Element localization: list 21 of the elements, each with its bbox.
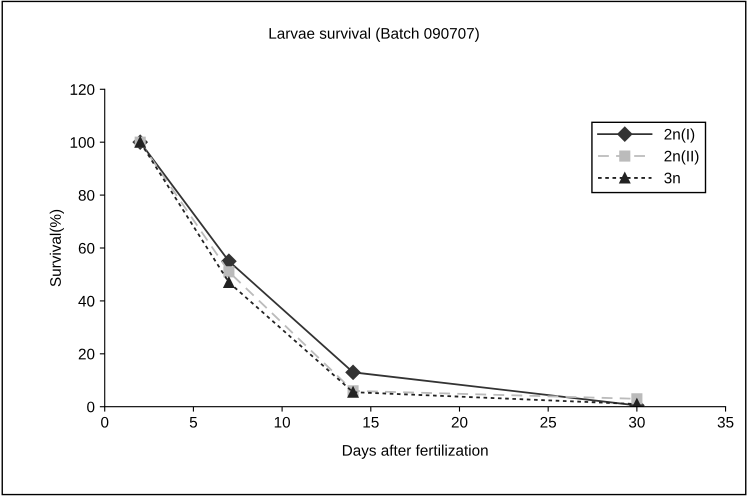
- x-tick-label: 30: [628, 416, 645, 428]
- y-tick-label: 80: [78, 190, 94, 201]
- x-tick-label: 35: [718, 416, 734, 428]
- x-tick-label: 5: [190, 417, 198, 428]
- y-tick-label: 120: [70, 84, 94, 95]
- x-axis-title: Days after fertilization: [342, 444, 488, 459]
- legend-label: 2n(II): [664, 150, 698, 165]
- x-tick-label: 20: [452, 416, 468, 428]
- x-tick-label: 0: [101, 416, 108, 428]
- x-tick-label: 25: [540, 416, 556, 428]
- legend-label: 2n(I): [664, 128, 694, 143]
- y-tick-label: 100: [70, 137, 94, 148]
- x-tick-label: 15: [363, 417, 379, 428]
- chart-title: Larvae survival (Batch 090707): [270, 28, 479, 42]
- y-tick-label: 0: [87, 402, 94, 412]
- y-tick-label: 60: [78, 242, 94, 254]
- y-tick-label: 20: [78, 348, 94, 360]
- y-axis-title: Survival(%): [50, 210, 64, 286]
- legend-label: 3n: [664, 172, 680, 184]
- x-tick-label: 10: [274, 416, 290, 428]
- y-tick-label: 40: [78, 296, 94, 307]
